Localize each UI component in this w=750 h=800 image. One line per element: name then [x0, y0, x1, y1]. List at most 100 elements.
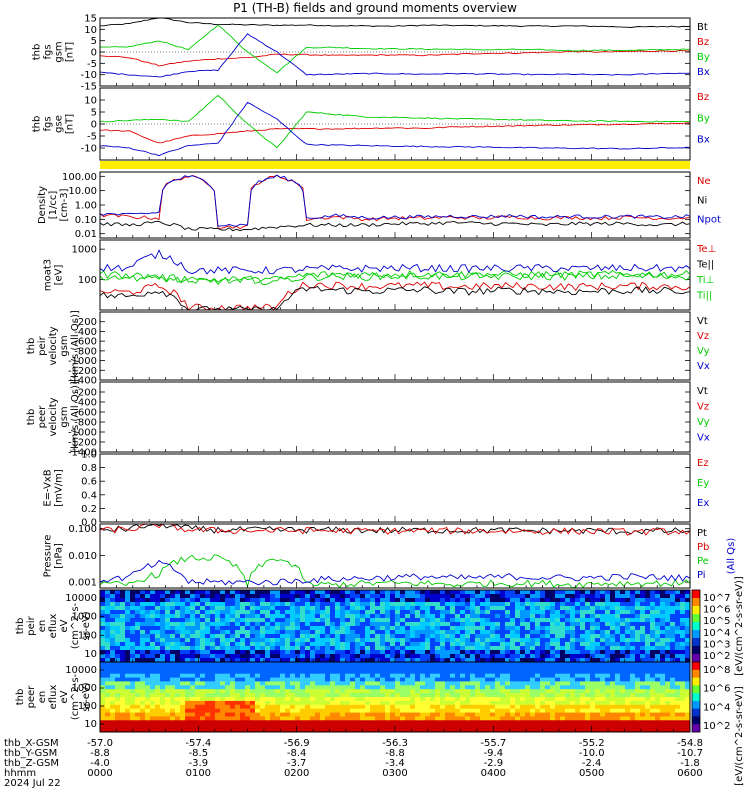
spectro-cell [585, 598, 591, 603]
spectro-cell [350, 724, 356, 729]
spectro-cell [105, 693, 111, 698]
spectro-cell [670, 712, 676, 717]
spectro-cell [365, 590, 371, 595]
spectro-cell [425, 602, 431, 607]
spectro-cell [670, 673, 676, 678]
footer-row-label: thb_Y-GSM [4, 748, 57, 759]
spectro-cell [285, 704, 291, 710]
spectro-cell [360, 618, 366, 623]
spectro-cell [155, 598, 161, 603]
spectro-cell [185, 590, 191, 595]
spectro-cell [390, 677, 396, 682]
spectro-cell [525, 720, 531, 725]
spectro-cell [115, 658, 121, 663]
spectro-cell [105, 697, 111, 702]
spectro-cell [230, 638, 236, 643]
spectro-cell [665, 622, 671, 627]
spectro-cell [330, 673, 336, 678]
spectro-cell [465, 704, 471, 710]
spectro-cell [350, 634, 356, 639]
spectro-cell [500, 606, 506, 611]
spectro-cell [320, 630, 326, 635]
spectro-cell [475, 590, 481, 595]
spectro-cell [540, 606, 546, 611]
spectro-cell [180, 598, 186, 603]
spectro-cell [365, 598, 371, 603]
spectro-cell [625, 646, 631, 651]
spectro-cell [185, 658, 191, 663]
spectro-cell [480, 728, 486, 733]
spectro-cell [430, 681, 436, 686]
spectro-cell [510, 693, 516, 698]
spectro-cell [355, 638, 361, 643]
spectro-cell [660, 610, 666, 615]
spectro-cell [570, 700, 576, 706]
spectro-cell [370, 716, 376, 721]
spectro-cell [540, 712, 546, 717]
spectro-cell [210, 685, 216, 690]
spectro-cell [595, 724, 601, 729]
spectro-cell [580, 658, 586, 663]
spectro-cell [280, 724, 286, 729]
spectro-cell [410, 677, 416, 682]
spectro-cell [640, 650, 646, 655]
spectro-cell [530, 618, 536, 623]
spectro-cell [440, 658, 446, 663]
spectro-cell [235, 728, 241, 733]
spectro-cell [600, 634, 606, 639]
spectro-cell [545, 606, 551, 611]
spectro-cell [525, 650, 531, 655]
spectro-cell [585, 610, 591, 615]
spectro-cell [320, 650, 326, 655]
y-axis-label-line: gsm [59, 335, 70, 356]
spectro-cell [470, 665, 476, 671]
spectro-cell [505, 634, 511, 639]
spectro-cell [110, 642, 116, 647]
spectro-cell [255, 681, 261, 686]
footer-value: 0100 [186, 768, 211, 779]
spectro-cell [600, 590, 606, 595]
spectro-cell [590, 590, 596, 595]
spectro-cell [240, 610, 246, 615]
spectro-cell [170, 590, 176, 595]
spectro-cell [430, 622, 436, 627]
spectro-cell [100, 673, 106, 678]
spectro-cell [270, 634, 276, 639]
spectro-cell [230, 598, 236, 603]
spectro-cell [210, 673, 216, 678]
spectro-cell [375, 598, 381, 603]
spectro-cell [455, 669, 461, 675]
spectro-cell [260, 610, 266, 615]
colorbar-tick-label: 10^6 [703, 684, 730, 695]
spectro-cell [345, 712, 351, 717]
spectro-cell [250, 650, 256, 655]
spectro-cell [395, 716, 401, 721]
spectro-cell [150, 700, 156, 706]
y-axis-label-line: [nPa] [54, 543, 65, 569]
spectro-cell [240, 598, 246, 603]
spectro-cell [380, 716, 386, 721]
spectro-cell [395, 598, 401, 603]
spectro-cell [610, 677, 616, 682]
spectro-cell [215, 618, 221, 623]
spectro-cell [365, 654, 371, 659]
spectro-cell [630, 720, 636, 725]
spectro-cell [245, 720, 251, 725]
spectro-cell [560, 610, 566, 615]
spectro-cell [490, 724, 496, 729]
spectro-cell [535, 712, 541, 717]
spectro-cell [625, 724, 631, 729]
spectro-cell [220, 598, 226, 603]
spectro-cell [280, 638, 286, 643]
spectro-cell [100, 654, 106, 659]
spectro-cell [365, 728, 371, 733]
spectro-cell [475, 689, 481, 694]
spectro-cell [140, 724, 146, 729]
y-tick-label: 100 [78, 275, 97, 286]
spectro-cell [260, 594, 266, 599]
spectro-cell [645, 618, 651, 623]
spectro-cell [250, 610, 256, 615]
spectro-cell [400, 704, 406, 710]
spectro-cell [610, 724, 616, 729]
